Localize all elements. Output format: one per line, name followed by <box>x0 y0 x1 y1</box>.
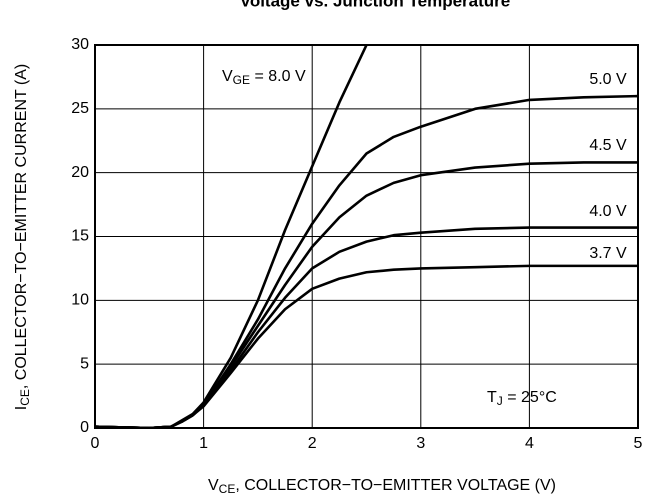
series-label: 5.0 V <box>589 71 627 88</box>
y-tick-label: 15 <box>71 228 89 245</box>
series-line <box>95 161 638 428</box>
series-label-name: 4.5 V <box>589 137 627 154</box>
x-tick-label: 4 <box>525 435 534 452</box>
annotation: TJ = 25°C <box>487 389 557 408</box>
y-tick-label: 20 <box>71 164 89 181</box>
y-axis-label-subscript: CE <box>18 389 32 406</box>
y-tick-label: 5 <box>80 355 89 372</box>
series-label-text: = <box>250 68 268 85</box>
annotation-subscript: J <box>497 394 503 408</box>
series-label-subscript: GE <box>233 73 250 87</box>
series-label: VGE = 8.0 V <box>222 68 306 87</box>
annotation-symbol: T <box>487 389 497 406</box>
series-label-name: 3.7 V <box>589 245 627 262</box>
x-tick-label: 1 <box>199 435 208 452</box>
x-tick-label: 0 <box>91 435 100 452</box>
y-tick-label: 0 <box>80 419 89 436</box>
x-axis-label: VCE, COLLECTOR−TO−EMITTER VOLTAGE (V) <box>208 477 556 496</box>
y-tick-label: 10 <box>71 292 89 309</box>
y-axis-label-symbol: I <box>13 406 30 410</box>
x-axis-label-text: , COLLECTOR−TO−EMITTER VOLTAGE (V) <box>235 477 556 494</box>
chart-title: Voltage vs. Junction Temperature <box>240 0 511 10</box>
x-tick-label: 2 <box>308 435 317 452</box>
y-tick-label: 30 <box>71 36 89 53</box>
y-tick-label: 25 <box>71 100 89 117</box>
series-label: 3.7 V <box>589 245 627 262</box>
series-label: 4.0 V <box>589 203 627 220</box>
x-axis-label-subscript: CE <box>219 482 236 496</box>
series-line <box>95 94 638 428</box>
annotation-text: = 25°C <box>503 389 557 406</box>
x-tick-label: 3 <box>416 435 425 452</box>
series-line <box>95 264 638 428</box>
series-label: 4.5 V <box>589 137 627 154</box>
series-label-symbol: V <box>222 68 233 85</box>
y-axis-label-text: , COLLECTOR−TO−EMITTER CURRENT (A) <box>13 64 30 389</box>
series-label-name: 5.0 V <box>589 71 627 88</box>
x-axis-label-symbol: V <box>208 477 219 494</box>
y-axis-label: ICE, COLLECTOR−TO−EMITTER CURRENT (A) <box>13 64 32 411</box>
series-label-name: 8.0 V <box>268 68 306 85</box>
series-label-name: 4.0 V <box>589 203 627 220</box>
x-tick-label: 5 <box>634 435 643 452</box>
